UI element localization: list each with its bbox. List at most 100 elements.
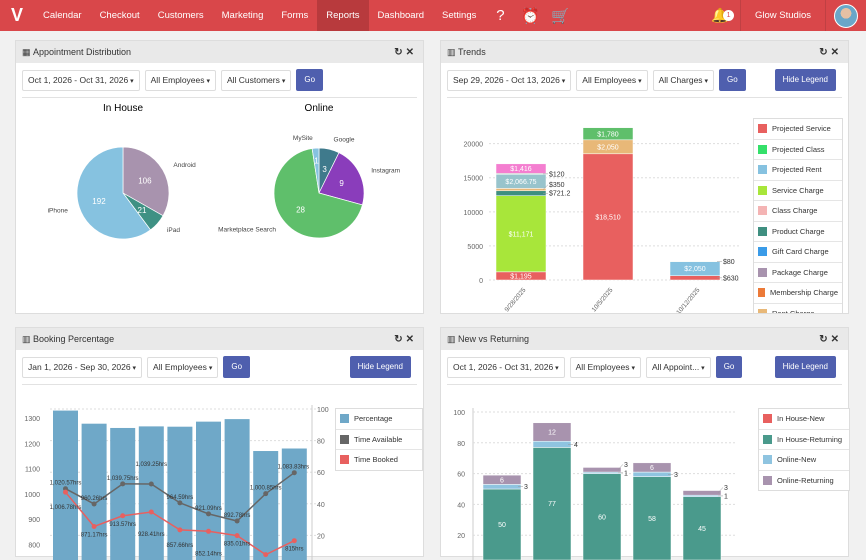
date-range-select[interactable]: Oct 1, 2026 - Oct 31, 2026 bbox=[22, 70, 140, 91]
bar-segment[interactable] bbox=[633, 472, 671, 477]
legend-item[interactable]: Time Available bbox=[336, 430, 422, 451]
cart-icon[interactable]: 🛒 bbox=[545, 7, 575, 25]
data-point[interactable] bbox=[63, 490, 68, 495]
data-point[interactable] bbox=[149, 481, 154, 486]
bar-segment[interactable] bbox=[683, 491, 721, 496]
percentage-bar[interactable] bbox=[167, 427, 192, 560]
percentage-bar[interactable] bbox=[196, 422, 221, 560]
nav-item-dashboard[interactable]: Dashboard bbox=[369, 0, 433, 31]
data-point[interactable] bbox=[92, 524, 97, 529]
bar-segment[interactable] bbox=[670, 276, 720, 280]
alarm-clock-icon[interactable]: ⏰ bbox=[515, 7, 545, 25]
data-point[interactable] bbox=[120, 481, 125, 486]
data-label: $1,780 bbox=[597, 131, 619, 138]
nav-item-marketing[interactable]: Marketing bbox=[213, 0, 273, 31]
data-point[interactable] bbox=[263, 491, 268, 496]
legend-item[interactable]: Time Booked bbox=[336, 450, 422, 471]
studio-name[interactable]: Glow Studios bbox=[740, 0, 826, 31]
date-range-select[interactable]: Jan 1, 2026 - Sep 30, 2026 bbox=[22, 357, 142, 378]
employees-select[interactable]: All Employees bbox=[576, 70, 647, 91]
close-icon[interactable]: ✕ bbox=[831, 47, 842, 58]
data-point[interactable] bbox=[206, 511, 211, 516]
data-label: 3 bbox=[524, 484, 528, 491]
go-button[interactable]: Go bbox=[296, 69, 323, 91]
bar-segment[interactable] bbox=[533, 441, 571, 447]
legend-item[interactable]: Online-Returning bbox=[759, 471, 849, 492]
close-icon[interactable]: ✕ bbox=[831, 334, 842, 345]
hide-legend-button[interactable]: Hide Legend bbox=[775, 69, 836, 91]
hide-legend-button[interactable]: Hide Legend bbox=[775, 356, 836, 378]
legend-item[interactable]: Projected Rent bbox=[754, 160, 842, 181]
nav-item-forms[interactable]: Forms bbox=[272, 0, 317, 31]
go-button[interactable]: Go bbox=[223, 356, 250, 378]
nav-item-reports[interactable]: Reports bbox=[317, 0, 368, 31]
date-range-select[interactable]: Oct 1, 2026 - Oct 31, 2026 bbox=[447, 357, 565, 378]
data-point[interactable] bbox=[206, 529, 211, 534]
employees-select[interactable]: All Employees bbox=[147, 357, 218, 378]
refresh-icon[interactable]: ↻ bbox=[394, 334, 405, 345]
data-point[interactable] bbox=[149, 510, 154, 515]
legend-item[interactable]: Projected Class bbox=[754, 140, 842, 161]
bar-segment[interactable] bbox=[670, 261, 720, 262]
nav-item-calendar[interactable]: Calendar bbox=[34, 0, 91, 31]
customers-select[interactable]: All Customers bbox=[221, 70, 291, 91]
data-point[interactable] bbox=[177, 527, 182, 532]
data-point[interactable] bbox=[120, 513, 125, 518]
legend-item[interactable]: Percentage bbox=[336, 409, 422, 430]
percentage-bar[interactable] bbox=[110, 428, 135, 560]
slice-value: 9 bbox=[339, 179, 344, 188]
pie-charts: In House106Android21iPad192iPhoneOnline3… bbox=[16, 93, 425, 313]
charges-select[interactable]: All Charges bbox=[653, 70, 714, 91]
go-button[interactable]: Go bbox=[719, 69, 746, 91]
data-point[interactable] bbox=[177, 500, 182, 505]
data-point[interactable] bbox=[92, 501, 97, 506]
data-point[interactable] bbox=[292, 470, 297, 475]
date-range-select[interactable]: Sep 29, 2026 - Oct 13, 2026 bbox=[447, 70, 571, 91]
nav-item-settings[interactable]: Settings bbox=[433, 0, 485, 31]
percentage-bar[interactable] bbox=[253, 451, 278, 560]
legend-item[interactable]: Class Charge bbox=[754, 201, 842, 222]
slice-label: Marketplace Search bbox=[218, 227, 276, 234]
notification-bell-icon[interactable]: 🔔1 bbox=[700, 7, 740, 24]
refresh-icon[interactable]: ↻ bbox=[394, 47, 405, 58]
chart-icon: ▥ bbox=[447, 47, 458, 58]
logo-icon[interactable]: V bbox=[0, 5, 34, 26]
data-point[interactable] bbox=[292, 538, 297, 543]
legend-item[interactable]: In House-Returning bbox=[759, 430, 849, 451]
bar-segment[interactable] bbox=[583, 467, 621, 472]
bar-segment[interactable] bbox=[483, 484, 521, 489]
help-icon[interactable]: ? bbox=[485, 7, 515, 24]
data-label: 1,000.85hrs bbox=[250, 486, 282, 492]
close-icon[interactable]: ✕ bbox=[406, 47, 417, 58]
appointments-select[interactable]: All Appoint... bbox=[646, 357, 711, 378]
employees-select[interactable]: All Employees bbox=[145, 70, 216, 91]
legend-item[interactable]: Package Charge bbox=[754, 263, 842, 284]
legend-item[interactable]: Service Charge bbox=[754, 181, 842, 202]
hide-legend-button[interactable]: Hide Legend bbox=[350, 356, 411, 378]
data-label: $630 bbox=[723, 275, 739, 282]
data-point[interactable] bbox=[235, 519, 240, 524]
nav-item-checkout[interactable]: Checkout bbox=[91, 0, 149, 31]
legend-item[interactable]: Rent Charge bbox=[754, 304, 842, 315]
legend-item[interactable]: Membership Charge bbox=[754, 283, 842, 304]
percentage-bar[interactable] bbox=[225, 419, 250, 560]
legend-item[interactable]: Gift Card Charge bbox=[754, 242, 842, 263]
percentage-bar[interactable] bbox=[82, 424, 107, 560]
bar-segment[interactable] bbox=[496, 191, 546, 196]
panel-title: New vs Returning bbox=[458, 334, 529, 344]
legend-item[interactable]: Online-New bbox=[759, 450, 849, 471]
avatar[interactable] bbox=[834, 4, 858, 28]
nav-item-customers[interactable]: Customers bbox=[149, 0, 213, 31]
percentage-bar[interactable] bbox=[139, 426, 164, 560]
refresh-icon[interactable]: ↻ bbox=[819, 47, 830, 58]
legend-item[interactable]: In House-New bbox=[759, 409, 849, 430]
refresh-icon[interactable]: ↻ bbox=[819, 334, 830, 345]
legend-swatch bbox=[758, 309, 767, 314]
legend-item[interactable]: Product Charge bbox=[754, 222, 842, 243]
go-button[interactable]: Go bbox=[716, 356, 743, 378]
bar-segment[interactable] bbox=[496, 188, 546, 190]
close-icon[interactable]: ✕ bbox=[406, 334, 417, 345]
data-point[interactable] bbox=[235, 533, 240, 538]
legend-item[interactable]: Projected Service bbox=[754, 119, 842, 140]
employees-select[interactable]: All Employees bbox=[570, 357, 641, 378]
